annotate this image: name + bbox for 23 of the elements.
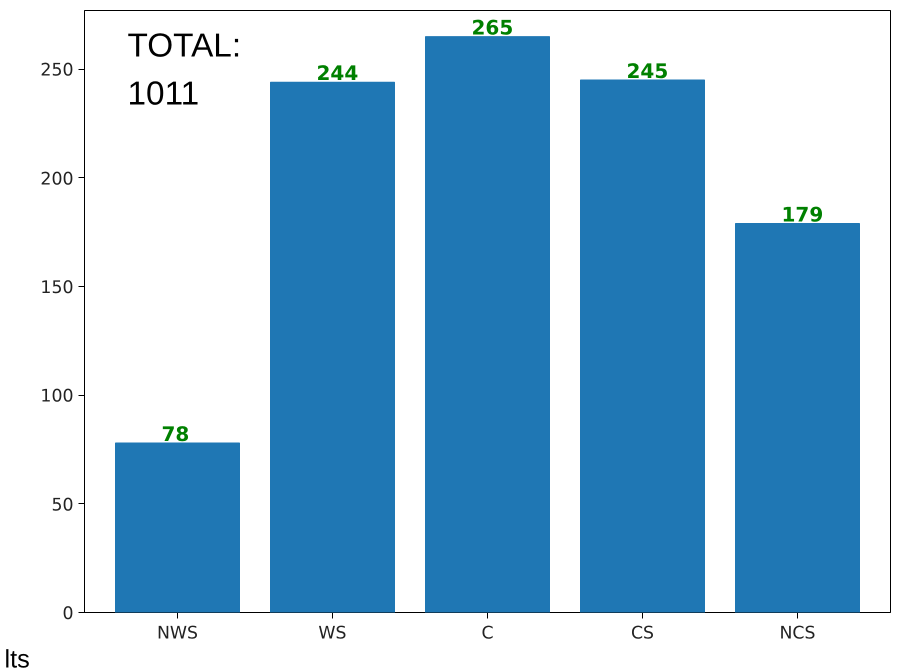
y-tick-label: 150 (40, 278, 74, 298)
data-label: 265 (472, 16, 514, 40)
bar (270, 82, 395, 612)
x-tick-label: NCS (779, 624, 816, 644)
data-label: 78 (162, 422, 190, 446)
data-label: 179 (782, 202, 824, 226)
bar (115, 442, 240, 612)
x-tick-label: CS (630, 624, 654, 644)
annotation: TOTAL: 1011 (128, 28, 242, 113)
data-label: 245 (626, 59, 668, 84)
x-tick-label: NWS (156, 624, 198, 644)
y-tick-label: 50 (51, 495, 74, 516)
data-label: 244 (316, 61, 358, 86)
bar (580, 80, 705, 612)
y-tick-label: 200 (40, 169, 74, 190)
bar (425, 36, 550, 612)
x-tick-label: C (481, 624, 494, 644)
y-tick-label: 0 (62, 604, 74, 624)
text: lts (4, 646, 30, 670)
y-tick-label: 100 (40, 386, 74, 407)
x-tick-label: WS (318, 624, 347, 644)
bar (735, 222, 860, 612)
y-tick-label: 250 (40, 60, 74, 81)
